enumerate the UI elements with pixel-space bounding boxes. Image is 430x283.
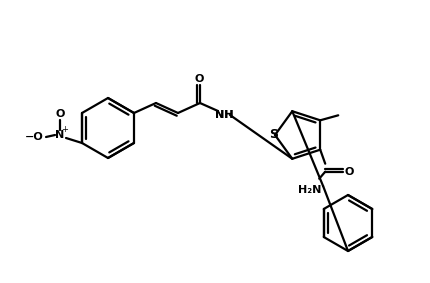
Text: O: O bbox=[344, 167, 354, 177]
Text: NH: NH bbox=[215, 110, 233, 120]
Text: −O: −O bbox=[25, 132, 43, 142]
Text: O: O bbox=[194, 74, 204, 84]
Text: +: + bbox=[61, 125, 68, 134]
Text: NH: NH bbox=[215, 110, 233, 120]
Text: H₂N: H₂N bbox=[298, 185, 321, 195]
Text: S: S bbox=[270, 128, 279, 142]
Text: O: O bbox=[55, 109, 64, 119]
Text: N: N bbox=[55, 130, 64, 140]
